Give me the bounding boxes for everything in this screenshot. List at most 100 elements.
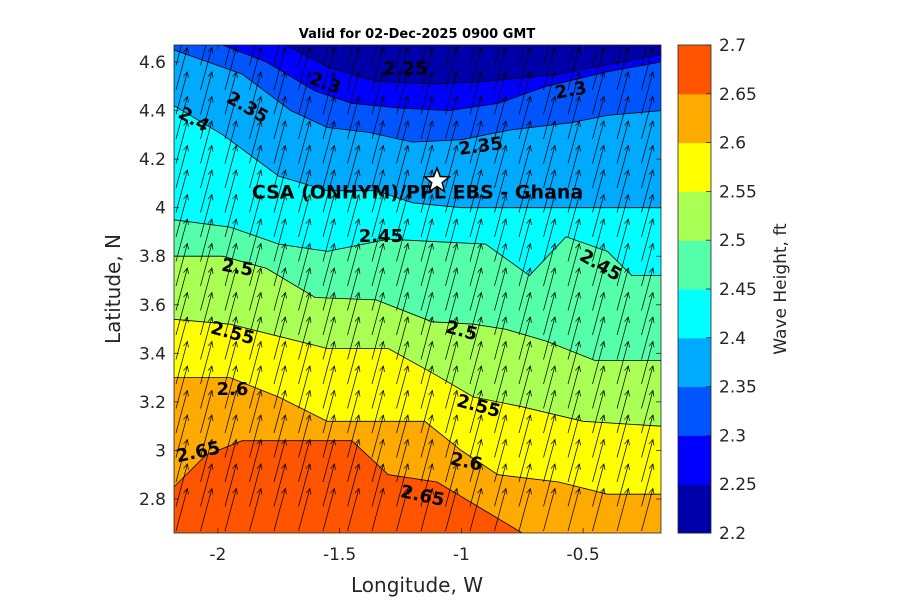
wind-arrow-head bbox=[232, 46, 238, 54]
wind-arrow-head bbox=[648, 193, 655, 201]
wind-arrow bbox=[518, 243, 531, 287]
wind-arrow bbox=[371, 145, 384, 189]
wind-arrow-head bbox=[355, 0, 360, 4]
wind-arrow bbox=[396, 292, 409, 336]
wind-arrow bbox=[371, 169, 384, 213]
wind-arrow-head bbox=[403, 169, 410, 176]
wind-arrow-head bbox=[551, 0, 556, 4]
wind-arrow bbox=[396, 145, 409, 189]
wind-arrow-head bbox=[305, 316, 312, 323]
wind-arrow-head bbox=[403, 267, 410, 274]
wind-arrow-head bbox=[599, 340, 606, 348]
colorbar-tick-label: 2.5 bbox=[719, 231, 746, 251]
wind-arrow bbox=[420, 194, 433, 238]
wind-arrow-head bbox=[256, 120, 263, 127]
wind-arrow bbox=[445, 439, 458, 483]
wind-arrow-head bbox=[428, 95, 434, 103]
wind-arrow bbox=[347, 243, 360, 287]
wind-arrow bbox=[273, 45, 280, 66]
wind-arrow bbox=[371, 439, 384, 483]
wind-arrow bbox=[666, 219, 677, 262]
x-tick-label: -1 bbox=[453, 545, 470, 565]
wind-arrow-head bbox=[624, 95, 630, 103]
wind-arrow bbox=[445, 292, 458, 336]
wind-arrow-head bbox=[207, 71, 214, 78]
wind-arrow bbox=[396, 169, 409, 213]
wind-arrow-head bbox=[379, 242, 385, 250]
wind-arrow bbox=[249, 194, 262, 238]
wind-arrow-head bbox=[183, 242, 189, 250]
wind-arrow-head bbox=[281, 340, 287, 348]
wind-arrow-head bbox=[648, 316, 655, 323]
wind-arrow bbox=[420, 145, 433, 189]
wind-arrow-head bbox=[354, 46, 361, 54]
wind-arrow bbox=[200, 390, 213, 434]
wind-arrow-head bbox=[501, 463, 508, 470]
wind-arrow bbox=[641, 341, 654, 385]
wind-arrow bbox=[445, 390, 458, 434]
wind-arrow bbox=[396, 194, 409, 238]
wind-arrow-head bbox=[305, 169, 312, 176]
wind-arrow bbox=[567, 145, 580, 189]
wind-arrow bbox=[420, 45, 427, 66]
wind-arrow bbox=[347, 218, 360, 262]
wind-arrow bbox=[322, 267, 335, 311]
wind-arrow bbox=[641, 390, 654, 434]
wind-arrow-head bbox=[600, 0, 605, 4]
wind-arrow bbox=[371, 390, 384, 434]
colorbar-tick-label: 2.35 bbox=[719, 378, 757, 398]
wind-arrow-head bbox=[599, 438, 606, 446]
wind-arrow bbox=[298, 47, 311, 91]
wind-arrow-head bbox=[183, 487, 189, 495]
wind-arrow bbox=[347, 292, 360, 336]
wind-arrow-head bbox=[281, 242, 287, 250]
colorbar-swatch bbox=[678, 484, 711, 534]
wind-arrow bbox=[175, 96, 188, 140]
wind-arrow bbox=[249, 145, 262, 189]
wind-arrow bbox=[420, 365, 433, 409]
wind-arrow-head bbox=[501, 71, 508, 78]
wind-arrow bbox=[322, 341, 335, 385]
wind-arrow bbox=[420, 390, 433, 434]
wind-arrow-head bbox=[232, 23, 237, 29]
wind-arrow bbox=[469, 145, 482, 189]
wind-arrow bbox=[298, 414, 311, 458]
wind-arrow-head bbox=[477, 340, 483, 348]
wind-arrow-head bbox=[354, 463, 361, 470]
wind-arrows bbox=[175, 0, 677, 532]
wind-arrow bbox=[273, 169, 286, 213]
wind-arrow bbox=[543, 169, 556, 213]
wind-arrow-head bbox=[599, 365, 606, 372]
wind-arrow-head bbox=[183, 414, 189, 421]
wind-arrow bbox=[469, 45, 476, 66]
wind-arrow bbox=[224, 243, 237, 287]
wind-arrow bbox=[641, 120, 654, 164]
chart-title: Valid for 02-Dec-2025 0900 GMT bbox=[299, 27, 536, 42]
wind-arrow-head bbox=[183, 23, 188, 29]
wind-arrow-head bbox=[624, 218, 630, 225]
wind-arrow bbox=[249, 390, 262, 434]
wind-arrow-head bbox=[281, 365, 287, 372]
wind-arrow-head bbox=[550, 267, 557, 274]
wind-arrow-head bbox=[452, 389, 459, 397]
wind-arrow-head bbox=[232, 463, 238, 470]
wind-arrow-head bbox=[550, 389, 557, 397]
wind-arrow-head bbox=[256, 438, 263, 446]
wind-arrow-head bbox=[232, 144, 238, 152]
wind-arrow bbox=[445, 365, 458, 409]
colorbar-swatch bbox=[678, 435, 711, 485]
wind-arrow-head bbox=[354, 95, 361, 103]
wind-arrow-head bbox=[207, 316, 214, 323]
wind-arrow bbox=[175, 194, 188, 238]
wind-arrow-head bbox=[428, 169, 434, 176]
wind-arrow bbox=[641, 292, 654, 336]
wind-arrow bbox=[469, 243, 482, 287]
wind-arrow bbox=[518, 218, 531, 262]
wind-arrow-head bbox=[207, 291, 214, 299]
wind-arrow-head bbox=[575, 316, 581, 323]
wind-arrow-head bbox=[599, 95, 606, 103]
wind-arrow bbox=[567, 96, 580, 140]
wind-arrow bbox=[518, 439, 531, 483]
wind-arrow-head bbox=[550, 144, 557, 152]
wind-arrow-head bbox=[649, 23, 654, 29]
